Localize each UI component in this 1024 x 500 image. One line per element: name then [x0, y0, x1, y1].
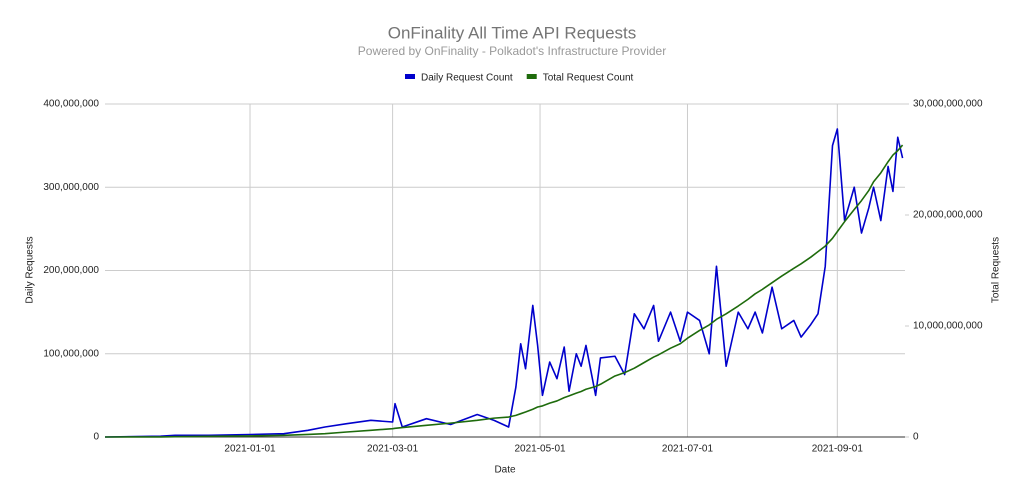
y2-tick-label: 20,000,000,000 — [913, 210, 983, 221]
legend-swatch — [405, 74, 415, 79]
x-tick-label: 2021-05-01 — [514, 444, 566, 455]
chart-title: OnFinality All Time API Requests — [388, 23, 637, 42]
x-axis-label: Date — [494, 465, 516, 476]
legend-label: Total Request Count — [543, 73, 634, 84]
y-tick-label: 100,000,000 — [43, 348, 99, 359]
x-tick-label: 2021-01-01 — [224, 444, 276, 455]
y-tick-label: 400,000,000 — [43, 99, 99, 110]
y-tick-label: 0 — [93, 432, 99, 443]
x-tick-label: 2021-03-01 — [367, 444, 419, 455]
y-axis-label: Daily Requests — [25, 236, 36, 303]
y2-tick-label: 30,000,000,000 — [913, 99, 983, 110]
legend-label: Daily Request Count — [421, 73, 513, 84]
y2-axis-label: Total Requests — [991, 237, 1002, 303]
y2-tick-label: 10,000,000,000 — [913, 321, 983, 332]
y-tick-label: 300,000,000 — [43, 182, 99, 193]
series-line — [104, 128, 904, 438]
y-tick-label: 200,000,000 — [43, 265, 99, 276]
series-line — [104, 144, 904, 438]
legend-swatch — [526, 74, 537, 79]
x-tick-label: 2021-07-01 — [662, 444, 714, 455]
x-tick-label: 2021-09-01 — [812, 444, 864, 455]
y2-tick-label: 0 — [913, 432, 919, 443]
chart-subtitle: Powered by OnFinality - Polkadot's Infra… — [358, 44, 666, 58]
